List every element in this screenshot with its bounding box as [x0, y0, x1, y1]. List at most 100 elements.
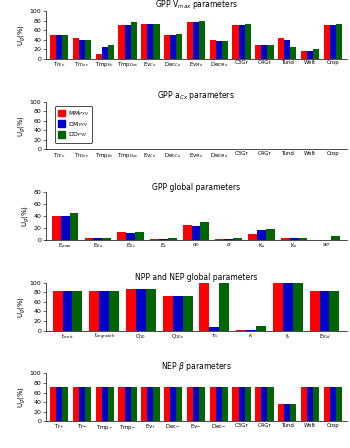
Bar — [52, 291, 63, 331]
Bar — [266, 228, 275, 240]
Bar — [239, 26, 245, 59]
Bar — [278, 39, 284, 59]
Title: GPP a$_{Cx}$ parameters: GPP a$_{Cx}$ parameters — [157, 89, 235, 102]
Bar — [193, 387, 199, 421]
Bar — [62, 387, 68, 421]
Bar — [150, 239, 159, 240]
Bar — [245, 387, 251, 421]
Bar — [56, 387, 62, 421]
Bar — [79, 387, 85, 421]
Y-axis label: U$_g$(%): U$_g$(%) — [17, 24, 28, 46]
Bar — [290, 405, 296, 421]
Bar — [329, 291, 340, 331]
Legend: MM$_{PYV}$, DM$_{PYV}$, DD$_{PYV}$: MM$_{PYV}$, DM$_{PYV}$, DD$_{PYV}$ — [55, 106, 92, 142]
Bar — [125, 387, 131, 421]
Bar — [131, 387, 137, 421]
Bar — [147, 149, 153, 150]
Bar — [313, 49, 319, 59]
Bar — [102, 387, 108, 421]
Bar — [324, 25, 330, 59]
Bar — [232, 26, 239, 59]
Bar — [324, 387, 330, 421]
Bar — [136, 289, 146, 331]
Bar — [73, 387, 79, 421]
Bar — [70, 213, 78, 240]
Bar — [85, 387, 91, 421]
Bar — [246, 330, 256, 331]
Bar — [222, 387, 228, 421]
Bar — [301, 387, 307, 421]
Y-axis label: U$_g$(%): U$_g$(%) — [17, 115, 28, 137]
Bar — [320, 291, 329, 331]
Bar — [62, 35, 68, 59]
Bar — [117, 232, 126, 240]
Bar — [153, 24, 160, 59]
Bar — [56, 34, 62, 59]
Y-axis label: U$_g$(%): U$_g$(%) — [17, 386, 28, 408]
Bar — [293, 283, 303, 331]
Bar — [85, 40, 91, 59]
Bar — [159, 239, 168, 240]
Title: NPP and NEP global parameters: NPP and NEP global parameters — [135, 273, 257, 282]
Bar — [170, 35, 176, 59]
Bar — [168, 238, 176, 240]
Bar — [330, 25, 336, 59]
Bar — [290, 238, 299, 240]
Bar — [284, 405, 290, 421]
Bar — [281, 238, 290, 240]
Bar — [239, 387, 245, 421]
Bar — [233, 238, 242, 240]
Bar — [256, 326, 266, 331]
Bar — [209, 327, 219, 331]
Bar — [330, 387, 336, 421]
Bar — [108, 44, 114, 59]
Y-axis label: U$_g$(%): U$_g$(%) — [21, 205, 32, 227]
Bar — [222, 41, 228, 59]
Bar — [173, 296, 183, 331]
Bar — [261, 387, 267, 421]
Bar — [183, 296, 193, 331]
Bar — [255, 387, 261, 421]
Bar — [164, 35, 170, 59]
Bar — [307, 51, 313, 59]
Title: GPP V$_{max}$ parameters: GPP V$_{max}$ parameters — [154, 0, 238, 11]
Bar — [193, 22, 199, 59]
Bar — [248, 234, 257, 240]
Bar — [126, 289, 136, 331]
Y-axis label: U$_g$(%): U$_g$(%) — [17, 296, 28, 318]
Bar — [176, 387, 182, 421]
Bar — [257, 230, 266, 240]
Bar — [201, 221, 209, 240]
Bar — [164, 387, 170, 421]
Bar — [299, 238, 307, 240]
Bar — [141, 24, 147, 59]
Bar — [191, 226, 201, 240]
Bar — [50, 387, 56, 421]
Title: NEP $\beta$ parameters: NEP $\beta$ parameters — [161, 361, 231, 374]
Bar — [219, 283, 229, 331]
Bar — [216, 387, 222, 421]
Bar — [267, 45, 274, 59]
Bar — [336, 24, 342, 59]
Bar — [176, 34, 182, 59]
Bar — [79, 40, 85, 59]
Bar — [135, 232, 144, 240]
Bar — [99, 291, 109, 331]
Bar — [210, 40, 216, 59]
Bar — [93, 238, 102, 240]
Bar — [109, 291, 119, 331]
Bar — [102, 47, 108, 59]
Bar — [73, 39, 79, 59]
Bar — [273, 283, 283, 331]
Bar — [232, 387, 239, 421]
Bar — [125, 26, 131, 59]
Bar — [199, 283, 209, 331]
Bar — [313, 387, 319, 421]
Bar — [153, 387, 160, 421]
Bar — [216, 239, 224, 240]
Bar — [118, 387, 125, 421]
Bar — [126, 233, 135, 240]
Title: GPP global parameters: GPP global parameters — [152, 182, 240, 192]
Bar — [216, 41, 222, 59]
Bar — [163, 296, 173, 331]
